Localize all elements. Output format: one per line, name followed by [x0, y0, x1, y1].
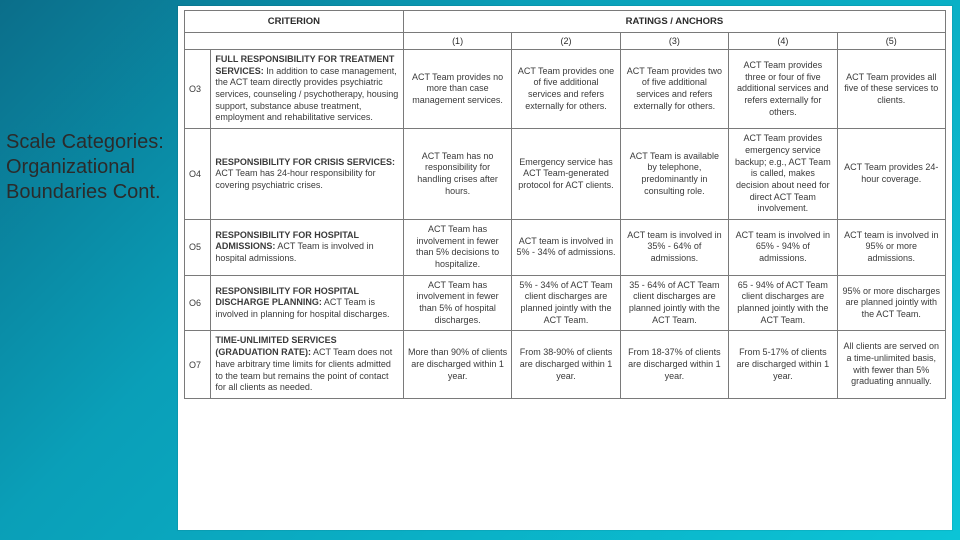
anchor-2: (2): [512, 33, 620, 50]
rating-1: ACT Team has no responsibility for handl…: [403, 129, 511, 220]
criterion-text: TIME-UNLIMITED SERVICES (GRADUATION RATE…: [215, 335, 392, 392]
table-body: O3 FULL RESPONSIBILITY FOR TREATMENT SER…: [185, 50, 946, 399]
criterion-cell: RESPONSIBILITY FOR HOSPITAL ADMISSIONS: …: [211, 219, 404, 275]
criterion-text: RESPONSIBILITY FOR HOSPITAL DISCHARGE PL…: [215, 286, 389, 319]
rating-1: ACT Team provides no more than case mana…: [403, 50, 511, 129]
rating-5: ACT team is involved in 95% or more admi…: [837, 219, 945, 275]
rating-4: 65 - 94% of ACT Team client discharges a…: [729, 275, 837, 331]
criterion-cell: RESPONSIBILITY FOR CRISIS SERVICES: ACT …: [211, 129, 404, 220]
slide: Scale Categories: Organizational Boundar…: [0, 0, 960, 540]
criterion-text: FULL RESPONSIBILITY FOR TREATMENT SERVIC…: [215, 54, 398, 122]
rating-2: From 38-90% of clients are discharged wi…: [512, 331, 620, 398]
row-id: O6: [185, 275, 211, 331]
criterion-text: RESPONSIBILITY FOR HOSPITAL ADMISSIONS: …: [215, 230, 373, 263]
rating-5: ACT Team provides all five of these serv…: [837, 50, 945, 129]
anchor-4: (4): [729, 33, 837, 50]
rating-4: ACT Team provides emergency service back…: [729, 129, 837, 220]
rating-3: ACT Team is available by telephone, pred…: [620, 129, 728, 220]
rating-5: 95% or more discharges are planned joint…: [837, 275, 945, 331]
table-row: O4 RESPONSIBILITY FOR CRISIS SERVICES: A…: [185, 129, 946, 220]
criteria-table: CRITERION RATINGS / ANCHORS (1) (2) (3) …: [184, 10, 946, 399]
rating-1: ACT Team has involvement in fewer than 5…: [403, 219, 511, 275]
rating-5: All clients are served on a time-unlimit…: [837, 331, 945, 398]
rating-3: From 18-37% of clients are discharged wi…: [620, 331, 728, 398]
row-id: O3: [185, 50, 211, 129]
rating-4: ACT Team provides three or four of five …: [729, 50, 837, 129]
rating-2: Emergency service has ACT Team-generated…: [512, 129, 620, 220]
table-row: O5 RESPONSIBILITY FOR HOSPITAL ADMISSION…: [185, 219, 946, 275]
table-row: O7 TIME-UNLIMITED SERVICES (GRADUATION R…: [185, 331, 946, 398]
table-row: O6 RESPONSIBILITY FOR HOSPITAL DISCHARGE…: [185, 275, 946, 331]
row-id: O7: [185, 331, 211, 398]
header-row-1: CRITERION RATINGS / ANCHORS: [185, 11, 946, 33]
rating-5: ACT Team provides 24-hour coverage.: [837, 129, 945, 220]
criterion-text: RESPONSIBILITY FOR CRISIS SERVICES: ACT …: [215, 157, 395, 190]
row-id: O4: [185, 129, 211, 220]
anchor-1: (1): [403, 33, 511, 50]
rating-3: ACT team is involved in 35% - 64% of adm…: [620, 219, 728, 275]
criterion-cell: TIME-UNLIMITED SERVICES (GRADUATION RATE…: [211, 331, 404, 398]
rating-4: From 5-17% of clients are discharged wit…: [729, 331, 837, 398]
criterion-cell: FULL RESPONSIBILITY FOR TREATMENT SERVIC…: [211, 50, 404, 129]
rating-2: 5% - 34% of ACT Team client discharges a…: [512, 275, 620, 331]
header-ratings: RATINGS / ANCHORS: [403, 11, 945, 33]
anchor-3: (3): [620, 33, 728, 50]
header-row-anchors: (1) (2) (3) (4) (5): [185, 33, 946, 50]
header-blank: [185, 33, 404, 50]
slide-title: Scale Categories: Organizational Boundar…: [6, 130, 176, 205]
table-card: CRITERION RATINGS / ANCHORS (1) (2) (3) …: [178, 6, 952, 530]
rating-1: ACT Team has involvement in fewer than 5…: [403, 275, 511, 331]
rating-3: ACT Team provides two of five additional…: [620, 50, 728, 129]
rating-3: 35 - 64% of ACT Team client discharges a…: [620, 275, 728, 331]
rating-2: ACT team is involved in 5% - 34% of admi…: [512, 219, 620, 275]
rating-1: More than 90% of clients are discharged …: [403, 331, 511, 398]
anchor-5: (5): [837, 33, 945, 50]
table-row: O3 FULL RESPONSIBILITY FOR TREATMENT SER…: [185, 50, 946, 129]
header-criterion: CRITERION: [185, 11, 404, 33]
rating-4: ACT team is involved in 65% - 94% of adm…: [729, 219, 837, 275]
rating-2: ACT Team provides one of five additional…: [512, 50, 620, 129]
row-id: O5: [185, 219, 211, 275]
criterion-cell: RESPONSIBILITY FOR HOSPITAL DISCHARGE PL…: [211, 275, 404, 331]
